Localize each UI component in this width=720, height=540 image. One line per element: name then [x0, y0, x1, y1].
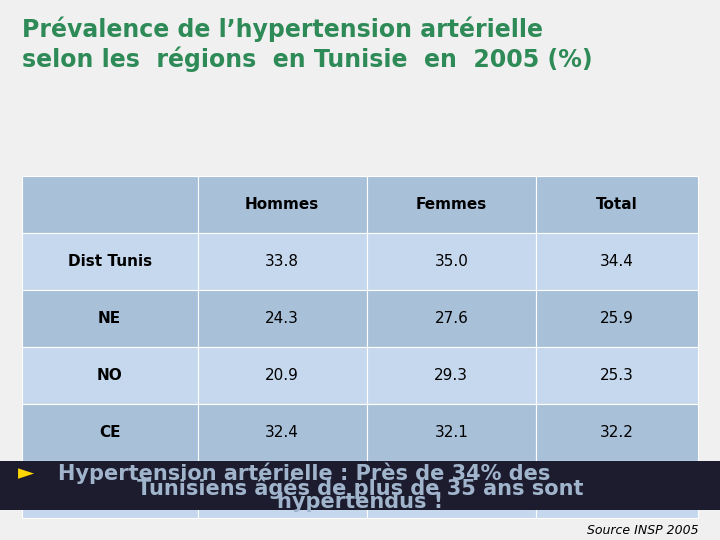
- Text: Prévalence de l’hypertension artérielle
selon les  régions  en Tunisie  en  2005: Prévalence de l’hypertension artérielle …: [22, 16, 593, 72]
- FancyBboxPatch shape: [197, 176, 366, 233]
- FancyBboxPatch shape: [366, 404, 536, 461]
- FancyBboxPatch shape: [366, 233, 536, 290]
- Text: 32.1: 32.1: [434, 425, 468, 440]
- FancyBboxPatch shape: [366, 176, 536, 233]
- Text: ►: ►: [18, 463, 34, 483]
- FancyBboxPatch shape: [366, 347, 536, 404]
- FancyBboxPatch shape: [536, 461, 698, 518]
- FancyBboxPatch shape: [22, 347, 197, 404]
- FancyBboxPatch shape: [22, 290, 197, 347]
- Text: 25.3: 25.3: [600, 368, 634, 383]
- Text: Tunisiens âgés de plus de 35 ans sont: Tunisiens âgés de plus de 35 ans sont: [137, 478, 583, 499]
- Text: 29.3: 29.3: [434, 368, 469, 383]
- Text: NE: NE: [98, 311, 121, 326]
- Text: Femmes: Femmes: [415, 197, 487, 212]
- Text: NO: NO: [96, 368, 122, 383]
- Text: hypertendus !: hypertendus !: [277, 492, 443, 512]
- Text: 35.0: 35.0: [434, 254, 468, 269]
- Text: 25.9: 25.9: [600, 311, 634, 326]
- FancyBboxPatch shape: [197, 233, 366, 290]
- FancyBboxPatch shape: [197, 461, 366, 518]
- Text: 32.2: 32.2: [600, 425, 634, 440]
- FancyBboxPatch shape: [197, 290, 366, 347]
- Text: Hommes: Hommes: [245, 197, 319, 212]
- Text: 20.9: 20.9: [265, 368, 299, 383]
- Text: 32.4: 32.4: [265, 425, 299, 440]
- Text: Source INSP 2005: Source INSP 2005: [587, 524, 698, 537]
- Text: 24.3: 24.3: [265, 311, 299, 326]
- Text: 27.6: 27.6: [434, 311, 468, 326]
- FancyBboxPatch shape: [22, 233, 197, 290]
- FancyBboxPatch shape: [22, 404, 197, 461]
- Text: CE: CE: [99, 425, 120, 440]
- FancyBboxPatch shape: [536, 404, 698, 461]
- Text: Hypertension artérielle : Près de 34% des: Hypertension artérielle : Près de 34% de…: [58, 462, 550, 484]
- Text: 34.4: 34.4: [600, 254, 634, 269]
- FancyBboxPatch shape: [22, 461, 197, 518]
- FancyBboxPatch shape: [0, 461, 720, 510]
- Text: Dist Tunis: Dist Tunis: [68, 254, 152, 269]
- FancyBboxPatch shape: [366, 461, 536, 518]
- FancyBboxPatch shape: [366, 290, 536, 347]
- FancyBboxPatch shape: [536, 290, 698, 347]
- FancyBboxPatch shape: [536, 347, 698, 404]
- Text: 33.8: 33.8: [265, 254, 300, 269]
- FancyBboxPatch shape: [22, 176, 197, 233]
- FancyBboxPatch shape: [536, 233, 698, 290]
- FancyBboxPatch shape: [197, 404, 366, 461]
- FancyBboxPatch shape: [197, 347, 366, 404]
- FancyBboxPatch shape: [536, 176, 698, 233]
- Text: Total: Total: [596, 197, 638, 212]
